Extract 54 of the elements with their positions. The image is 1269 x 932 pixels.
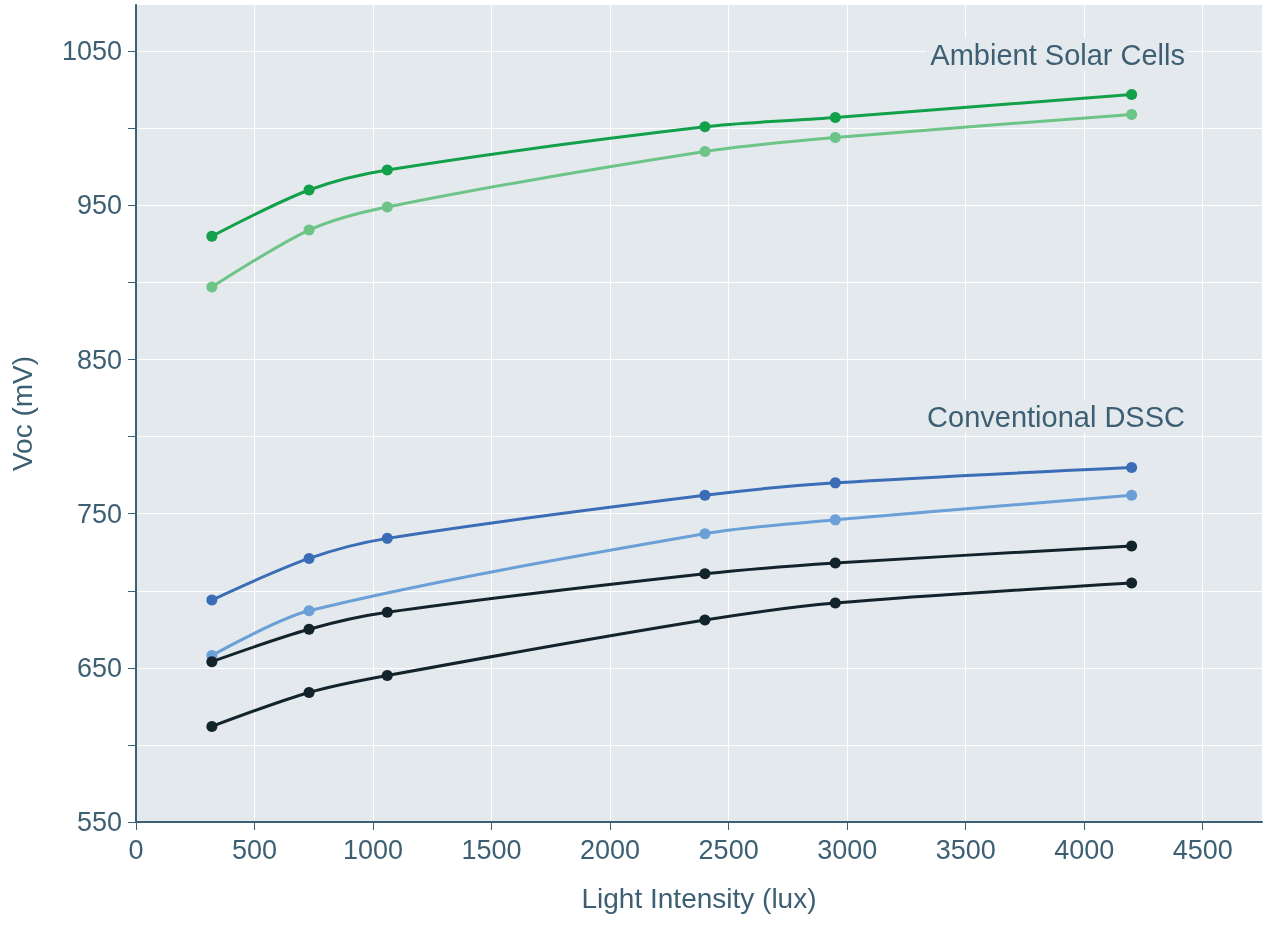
point: [303, 224, 315, 236]
point: [699, 614, 711, 626]
point: [381, 670, 393, 682]
point: [303, 184, 315, 196]
point: [381, 532, 393, 544]
point: [381, 201, 393, 213]
annotation: Conventional DSSC: [927, 400, 1186, 433]
y-tick-label: 950: [76, 190, 122, 221]
point: [699, 121, 711, 133]
point: [206, 281, 218, 293]
x-tick-label: 500: [232, 834, 278, 865]
point: [699, 568, 711, 580]
y-tick-label: 550: [76, 807, 122, 837]
point: [1126, 489, 1138, 501]
point: [829, 112, 841, 124]
point: [699, 528, 711, 540]
point: [303, 552, 315, 564]
x-tick-label: 4500: [1172, 834, 1233, 865]
x-tick-label: 2000: [580, 834, 641, 865]
point: [1126, 577, 1138, 589]
y-tick-label: 750: [76, 498, 122, 529]
x-tick-label: 2500: [698, 834, 759, 865]
x-axis-title: Light Intensity (lux): [581, 882, 817, 914]
point: [1126, 461, 1138, 473]
x-tick-label: 3500: [935, 834, 996, 865]
point: [829, 477, 841, 489]
x-tick-label: 1500: [461, 834, 522, 865]
point: [829, 132, 841, 144]
point: [381, 164, 393, 176]
x-tick-label: 4000: [1054, 834, 1115, 865]
point: [206, 230, 218, 242]
point: [829, 514, 841, 526]
point: [829, 557, 841, 569]
point: [699, 489, 711, 501]
point: [303, 623, 315, 635]
x-tick-label: 1000: [343, 834, 404, 865]
y-tick-label: 850: [76, 344, 122, 375]
x-tick-label: 0: [128, 834, 144, 865]
annotation: Ambient Solar Cells: [930, 38, 1185, 71]
point: [303, 687, 315, 699]
x-tick-label: 3000: [817, 834, 878, 865]
point: [381, 606, 393, 618]
y-tick-label: 650: [76, 652, 122, 683]
point: [829, 597, 841, 609]
point: [1126, 108, 1138, 120]
point: [699, 145, 711, 157]
point: [206, 594, 218, 606]
y-axis-title: Voc (mV): [6, 355, 38, 472]
point: [1126, 88, 1138, 100]
point: [303, 605, 315, 617]
point: [206, 720, 218, 732]
point: [206, 656, 218, 668]
y-tick-label: 1050: [61, 36, 122, 67]
point: [1126, 540, 1138, 552]
